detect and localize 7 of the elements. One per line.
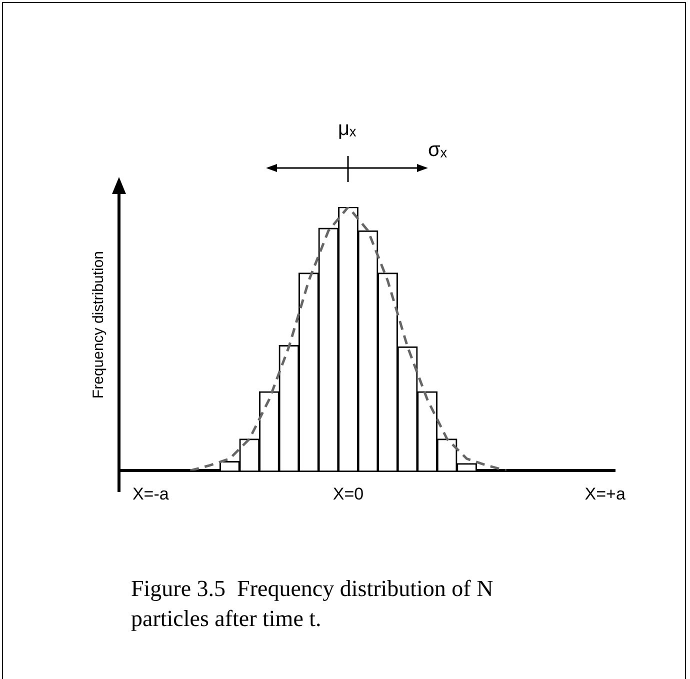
text: σₓ [428,139,447,162]
y-axis-title: Frequency distribution [90,251,108,399]
caption: Figure 3.5 Frequency distribution of N particles after time t. [131,575,494,633]
x-tick-label: X=+a [584,484,626,504]
x-tick-label: X=-a [132,484,170,504]
text: μₓ [338,118,356,141]
x-tick-label: X=0 [332,484,364,504]
